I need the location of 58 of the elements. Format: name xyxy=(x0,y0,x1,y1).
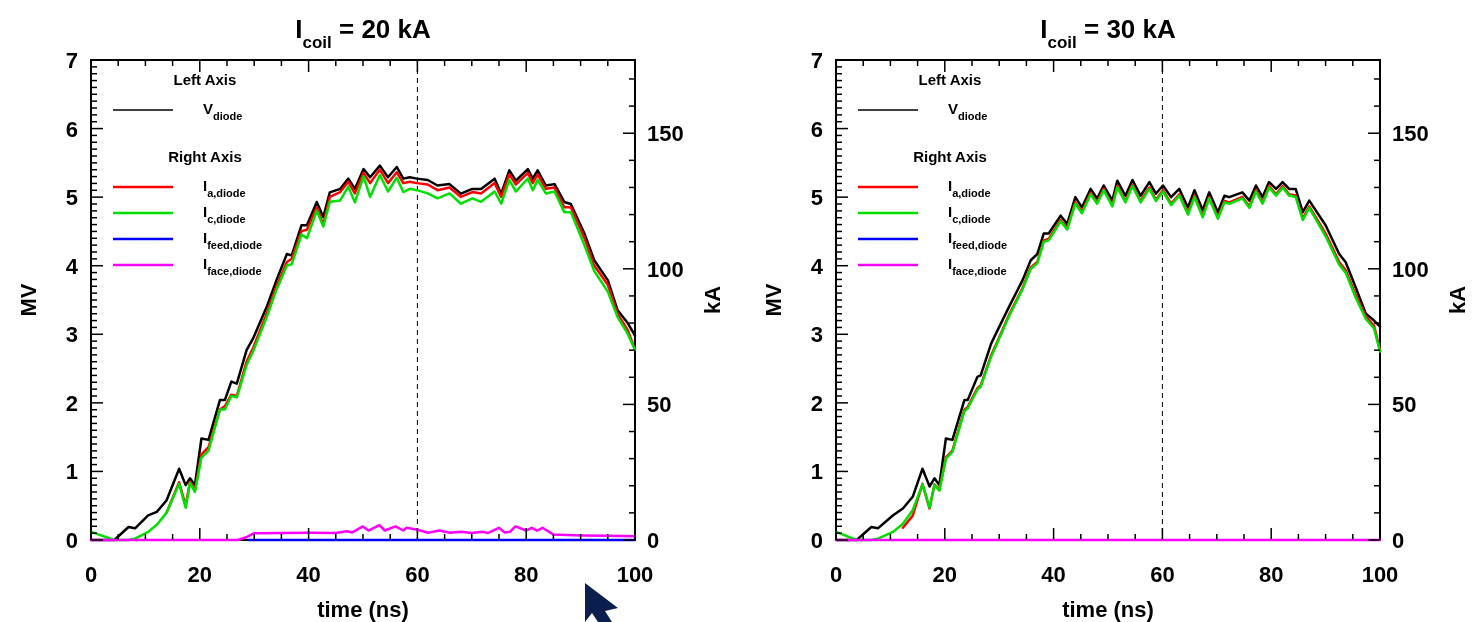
x-tick-label: 20 xyxy=(932,562,958,587)
annotation: Right Axis xyxy=(913,148,987,165)
x-tick-label: 40 xyxy=(296,562,321,587)
x-tick-label: 80 xyxy=(1258,562,1284,587)
y-tick-label: 0 xyxy=(810,528,823,553)
chart-title: I$_{coil}$ = 30 kA xyxy=(1040,14,1176,52)
y-tick-label: 4 xyxy=(810,253,824,279)
y-tick-label: 0 xyxy=(65,528,78,553)
x-tick-label: 0 xyxy=(829,562,843,587)
annotation: Left Axis xyxy=(918,71,982,88)
y-tick-label: 1 xyxy=(810,459,823,485)
legend-label: I$_{feed,diode}$ xyxy=(203,229,263,251)
legend-label: V$_{diode}$ xyxy=(203,100,243,122)
y-tick-label: 3 xyxy=(65,322,78,348)
y2-tick-label: 0 xyxy=(647,528,660,553)
y-tick-label: 3 xyxy=(810,322,823,348)
x-tick-label: 100 xyxy=(1361,562,1399,587)
y2-tick-label: 50 xyxy=(647,392,672,418)
y-tick-label: 6 xyxy=(810,116,823,142)
y-tick-label: 5 xyxy=(65,185,78,211)
y-tick-label: 6 xyxy=(65,116,78,142)
y-tick-label: 2 xyxy=(810,390,823,416)
legend-label: I$_{face,diode}$ xyxy=(948,255,1007,277)
y2-tick-label: 150 xyxy=(647,121,684,147)
legend-label: V$_{diode}$ xyxy=(948,100,988,122)
legend-label: I$_{feed,diode}$ xyxy=(948,229,1008,251)
x-tick-label: 40 xyxy=(1041,562,1066,587)
y2-tick-label: 50 xyxy=(1392,392,1417,418)
legend-label: I$_{face,diode}$ xyxy=(203,255,262,277)
x-tick-label: 20 xyxy=(187,562,213,587)
x-tick-label: 100 xyxy=(616,562,654,587)
x-axis-title: time (ns) xyxy=(317,597,409,622)
y-tick-label: 2 xyxy=(65,390,78,416)
y2-tick-label: 150 xyxy=(1392,121,1429,147)
y2-tick-label: 0 xyxy=(1392,528,1405,553)
y-axis-title: MV xyxy=(761,283,786,317)
y-tick-label: 7 xyxy=(810,48,823,73)
y2-tick-label: 100 xyxy=(647,256,684,282)
y-tick-label: 1 xyxy=(65,459,78,485)
legend-label: I$_{c,diode}$ xyxy=(948,203,991,225)
y-axis-title: MV xyxy=(16,283,41,317)
x-tick-label: 80 xyxy=(513,562,539,587)
y-tick-label: 5 xyxy=(810,185,823,211)
y2-axis-title: kA xyxy=(700,285,725,315)
legend-label: I$_{a,diode}$ xyxy=(203,177,246,199)
y2-tick-label: 100 xyxy=(1392,256,1429,282)
x-tick-label: 60 xyxy=(1150,562,1175,587)
annotation: Left Axis xyxy=(173,71,237,88)
y-tick-label: 7 xyxy=(65,48,78,73)
legend-label: I$_{c,diode}$ xyxy=(203,203,246,225)
legend-label: I$_{a,diode}$ xyxy=(948,177,991,199)
x-axis-title: time (ns) xyxy=(1062,597,1154,622)
y-tick-label: 4 xyxy=(65,253,79,279)
annotation: Right Axis xyxy=(168,148,242,165)
x-tick-label: 0 xyxy=(84,562,98,587)
y2-axis-title: kA xyxy=(1445,285,1470,315)
chart-title: I$_{coil}$ = 20 kA xyxy=(295,14,431,52)
x-tick-label: 60 xyxy=(405,562,430,587)
